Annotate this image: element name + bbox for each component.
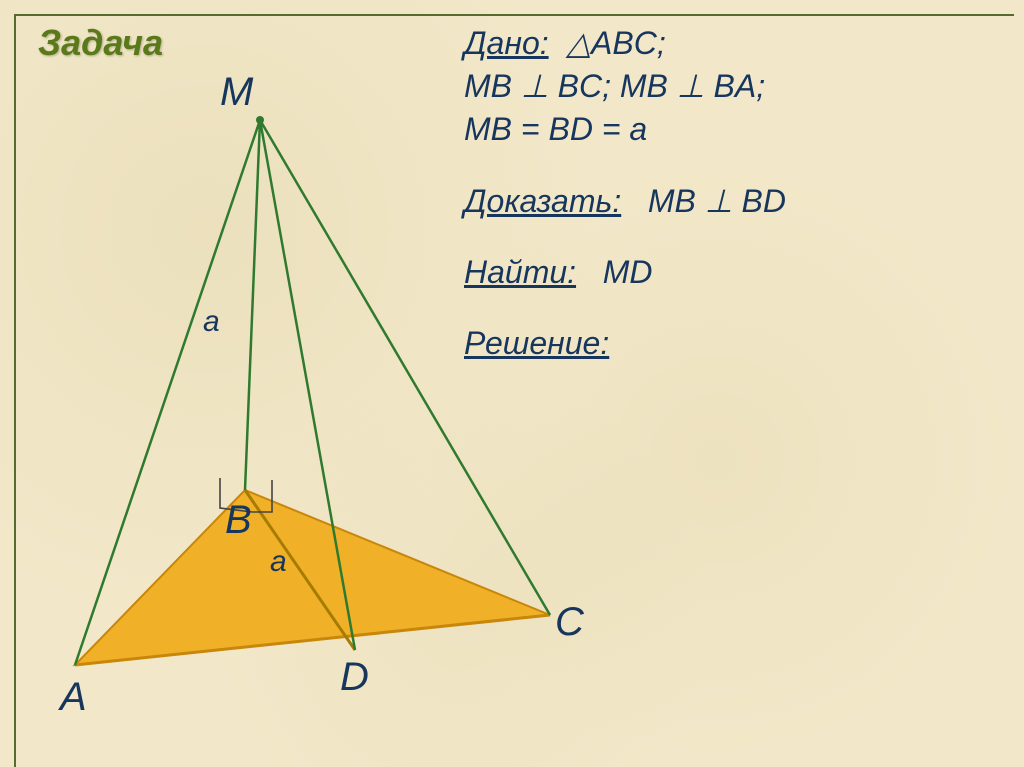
given-tri-text: ABC;	[591, 25, 666, 61]
vertex-label-c: C	[555, 600, 584, 645]
edge-label-a1: a	[203, 305, 220, 339]
vertex-label-d: D	[340, 655, 369, 700]
diagram-container: M A B C D a a	[20, 60, 580, 740]
given-tri: △ABC;	[558, 25, 666, 61]
vertex-label-b: B	[225, 498, 252, 543]
slide-title: Задача	[38, 22, 163, 64]
vertex-label-a: A	[60, 675, 87, 720]
find-text: MD	[585, 254, 653, 290]
given-heading: Дано:	[464, 25, 549, 61]
vertex-label-m: M	[220, 70, 253, 115]
geometry-diagram	[20, 60, 580, 740]
prove-text-val: MB ⊥ BD	[648, 183, 786, 219]
prove-text: MB ⊥ BD	[630, 183, 786, 219]
edge-label-a2: a	[270, 545, 287, 579]
find-text-val: MD	[603, 254, 653, 290]
